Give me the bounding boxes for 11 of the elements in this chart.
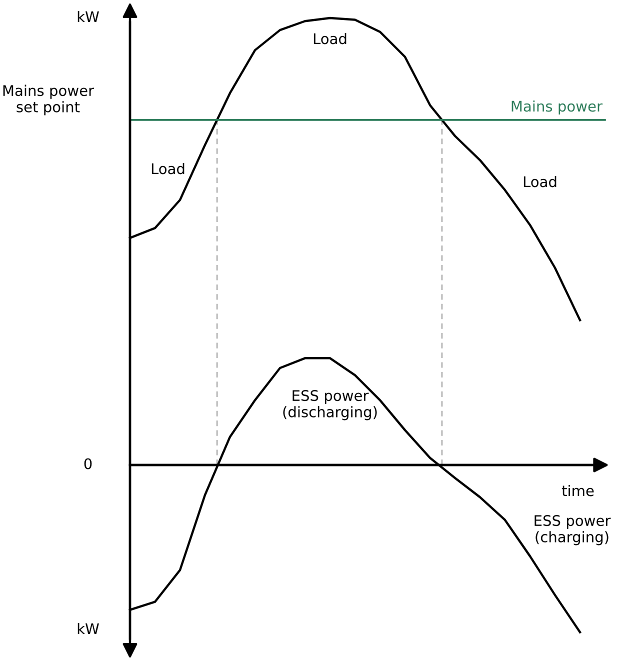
text: Mains power set point — [3, 84, 94, 116]
series-label: Mains power — [512, 100, 602, 115]
annotation: Load — [314, 32, 346, 44]
annotation: Load — [152, 162, 184, 174]
annotation: ESS power (charging) — [534, 515, 611, 546]
text: kW — [78, 622, 99, 634]
annotation: ESS power (discharging) — [283, 390, 377, 420]
annotation: time — [562, 484, 594, 496]
text: 0 — [84, 458, 92, 470]
text: kW — [78, 10, 99, 22]
annotation: Load — [524, 176, 556, 188]
